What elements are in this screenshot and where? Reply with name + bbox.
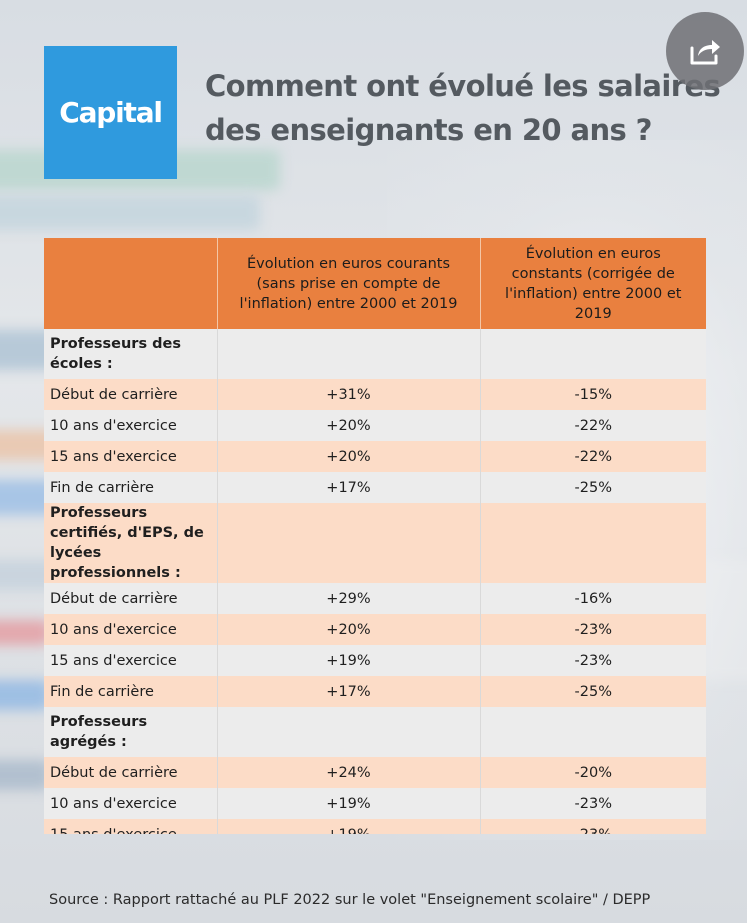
current-euros-cell: +19% xyxy=(217,645,481,676)
row-label: 15 ans d'exercice xyxy=(44,645,218,676)
current-euros-cell: +29% xyxy=(217,583,481,614)
header-constant-euros: Évolution en euros constants (corrigée d… xyxy=(480,238,706,329)
row-label: 10 ans d'exercice xyxy=(44,788,218,819)
current-euros-cell: +20% xyxy=(217,410,481,441)
current-euros-cell: +17% xyxy=(217,676,481,707)
table-header-row: Évolution en euros courants (sans prise … xyxy=(44,238,706,329)
constant-euros-cell: -23% xyxy=(480,788,706,819)
row-label: 10 ans d'exercice xyxy=(44,410,218,441)
constant-euros-cell xyxy=(480,503,706,583)
section-row: Professeurs certifiés, d'EPS, de lycées … xyxy=(44,503,706,583)
current-euros-cell: +20% xyxy=(217,441,481,472)
row-label: 10 ans d'exercice xyxy=(44,614,218,645)
capital-logo: Capital xyxy=(44,46,177,179)
row-label: Professeurs certifiés, d'EPS, de lycées … xyxy=(44,503,218,583)
share-icon xyxy=(690,40,720,65)
table-row: Début de carrière +24% -20% xyxy=(44,757,706,788)
salary-table: Évolution en euros courants (sans prise … xyxy=(44,238,706,834)
row-label: Début de carrière xyxy=(44,379,218,410)
table-row: 15 ans d'exercice +20% -22% xyxy=(44,441,706,472)
current-euros-cell: +31% xyxy=(217,379,481,410)
table-row: 15 ans d'exercice+19%-23% xyxy=(44,819,706,834)
constant-euros-cell: -16% xyxy=(480,583,706,614)
row-label: Professeurs des écoles : xyxy=(44,329,218,379)
current-euros-cell: +19% xyxy=(217,788,481,819)
table-row: 10 ans d'exercice +19% -23% xyxy=(44,788,706,819)
constant-euros-cell: -22% xyxy=(480,441,706,472)
table-row: Début de carrière +31% -15% xyxy=(44,379,706,410)
constant-euros-cell xyxy=(480,329,706,379)
table-row: 10 ans d'exercice +20% -23% xyxy=(44,614,706,645)
current-euros-cell: +24% xyxy=(217,757,481,788)
constant-euros-cell: -20% xyxy=(480,757,706,788)
row-label: Fin de carrière xyxy=(44,676,218,707)
row-label: 15 ans d'exercice xyxy=(44,819,218,834)
table-row: Début de carrière +29% -16% xyxy=(44,583,706,614)
table-row: 15 ans d'exercice+19%-23% xyxy=(44,645,706,676)
constant-euros-cell: -23% xyxy=(480,645,706,676)
table-row: 10 ans d'exercice +20% -22% xyxy=(44,410,706,441)
current-euros-cell xyxy=(217,329,481,379)
current-euros-cell: +19% xyxy=(217,819,481,834)
source-note: Source : Rapport rattaché au PLF 2022 su… xyxy=(49,892,651,908)
current-euros-cell: +17% xyxy=(217,472,481,503)
constant-euros-cell: -25% xyxy=(480,472,706,503)
current-euros-cell xyxy=(217,503,481,583)
share-button[interactable] xyxy=(666,12,744,90)
salary-table-container[interactable]: Évolution en euros courants (sans prise … xyxy=(44,238,706,834)
row-label: Fin de carrière xyxy=(44,472,218,503)
row-label: Début de carrière xyxy=(44,583,218,614)
table-row: Fin de carrière +17% -25% xyxy=(44,676,706,707)
header-current-euros: Évolution en euros courants (sans prise … xyxy=(217,238,481,329)
section-row: Professeurs agrégés : xyxy=(44,707,706,757)
constant-euros-cell: -23% xyxy=(480,614,706,645)
row-label: 15 ans d'exercice xyxy=(44,441,218,472)
page-title: Comment ont évolué les salaires des ense… xyxy=(205,69,721,147)
table-row: Fin de carrière +17% -25% xyxy=(44,472,706,503)
constant-euros-cell: -15% xyxy=(480,379,706,410)
constant-euros-cell: -22% xyxy=(480,410,706,441)
current-euros-cell: +20% xyxy=(217,614,481,645)
row-label: Début de carrière xyxy=(44,757,218,788)
constant-euros-cell: -25% xyxy=(480,676,706,707)
row-label: Professeurs agrégés : xyxy=(44,707,218,757)
constant-euros-cell xyxy=(480,707,706,757)
section-row: Professeurs des écoles : xyxy=(44,329,706,379)
constant-euros-cell: -23% xyxy=(480,819,706,834)
header-category xyxy=(44,238,218,329)
logo-text: Capital xyxy=(59,96,163,129)
current-euros-cell xyxy=(217,707,481,757)
